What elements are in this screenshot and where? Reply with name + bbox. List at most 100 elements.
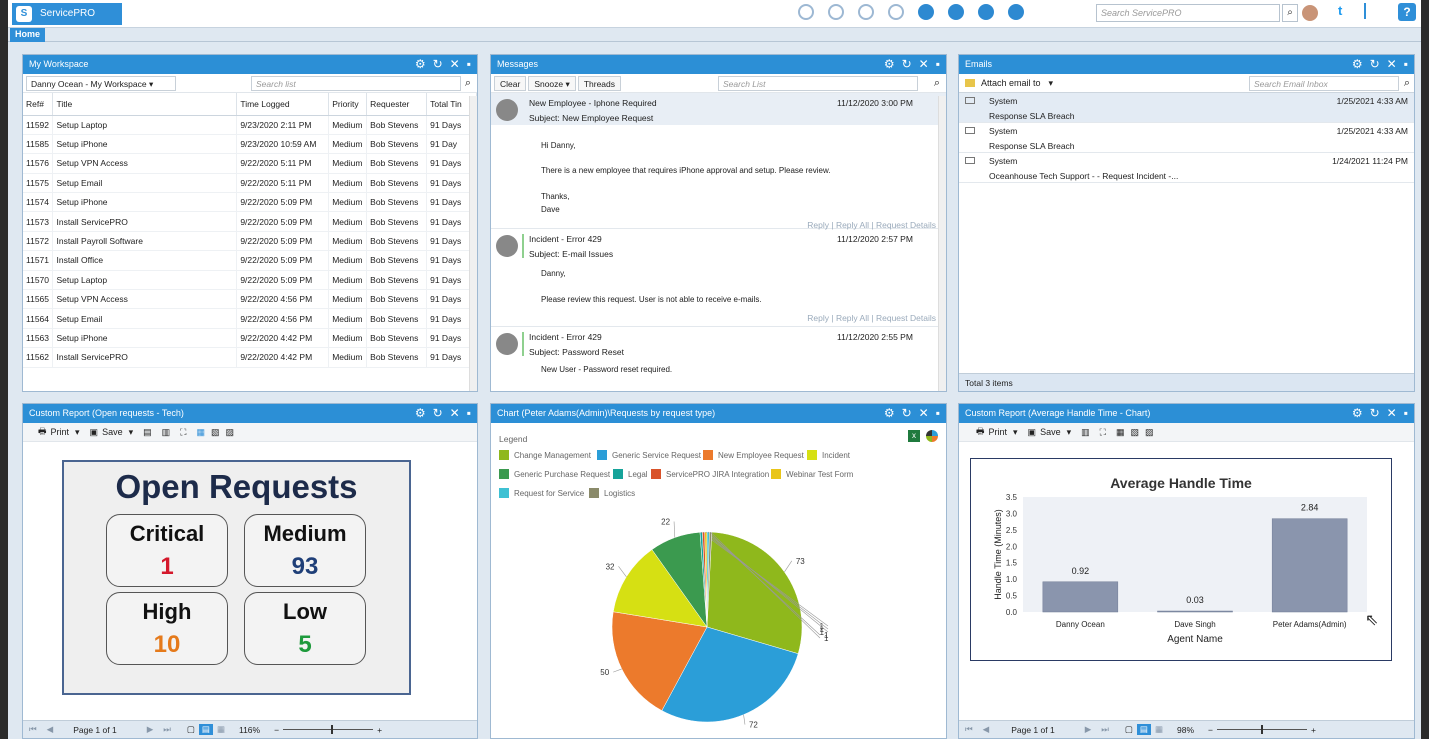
save-icon[interactable]: ▣: [1027, 426, 1037, 437]
save-button[interactable]: Save: [102, 427, 123, 437]
continuous-page-icon[interactable]: ▤: [198, 724, 213, 735]
print-button[interactable]: Print: [988, 427, 1008, 437]
single-page-icon[interactable]: ▢: [1124, 724, 1133, 734]
email-item[interactable]: System Response SLA Breach 1/25/2021 4:3…: [959, 93, 1414, 123]
pin-icon[interactable]: ▪: [1403, 406, 1408, 420]
snooze-button[interactable]: Snooze ▾: [528, 75, 576, 91]
zoom-in-icon[interactable]: +: [1310, 724, 1316, 735]
close-icon[interactable]: ✕: [449, 406, 460, 420]
help-icon[interactable]: ?: [1398, 3, 1416, 21]
column-header[interactable]: Title: [52, 93, 238, 116]
search-icon[interactable]: ⌕: [1282, 4, 1298, 22]
messages-search-input[interactable]: Search List: [718, 75, 918, 91]
refresh-icon[interactable]: ↻: [901, 57, 912, 71]
layout-icon[interactable]: ▧: [1130, 426, 1139, 437]
reply-all-link[interactable]: Reply All: [835, 220, 870, 230]
zoom-slider[interactable]: [1216, 725, 1307, 734]
table-row[interactable]: 11562 Install ServicePRO 9/22/2020 4:42 PM…: [23, 347, 477, 368]
pie-slice[interactable]: [661, 626, 799, 723]
next-page-icon[interactable]: ▶: [146, 724, 154, 734]
table-row[interactable]: 11592 Setup Laptop 9/23/2020 2:11 PM Medium…: [23, 115, 477, 135]
legend-item[interactable]: ServicePRO JIRA Integration: [651, 469, 769, 479]
threads-button[interactable]: Threads: [577, 75, 621, 91]
pin-icon[interactable]: ▪: [466, 406, 471, 420]
refresh-icon[interactable]: ↻: [1369, 57, 1380, 71]
prev-page-icon[interactable]: ◀: [982, 724, 990, 734]
reply-all-link[interactable]: Reply All: [835, 313, 870, 323]
prev-page-icon[interactable]: ◀: [46, 724, 54, 734]
workspace-search-input[interactable]: Search list: [251, 75, 461, 91]
pin-icon[interactable]: ▪: [935, 57, 940, 71]
pie-chart-icon[interactable]: [926, 430, 938, 442]
chevron-down-icon[interactable]: ▾: [1066, 426, 1072, 437]
attach-email-button[interactable]: Attach email to: [981, 78, 1041, 88]
chat-icon[interactable]: [858, 4, 874, 20]
table-row[interactable]: 11570 Setup Laptop 9/22/2020 5:09 PM Medium…: [23, 270, 477, 291]
user-icon[interactable]: [828, 4, 844, 20]
table-row[interactable]: 11575 Setup Email 9/22/2020 5:11 PM Medium B…: [23, 173, 477, 194]
request-details-link[interactable]: Request Details: [875, 220, 936, 230]
search-circle-icon[interactable]: [918, 4, 934, 20]
global-search-input[interactable]: Search ServicePRO: [1096, 4, 1280, 22]
last-page-icon[interactable]: ⏭: [163, 724, 171, 734]
settings-icon[interactable]: ⚙: [1351, 406, 1363, 420]
legend-item[interactable]: New Employee Request: [703, 450, 804, 460]
legend-item[interactable]: Incident: [807, 450, 850, 460]
legend-item[interactable]: Legal: [613, 469, 648, 479]
vertical-scrollbar[interactable]: [469, 96, 477, 391]
export2-icon[interactable]: ▥: [161, 426, 171, 437]
legend-item[interactable]: Generic Purchase Request: [499, 469, 610, 479]
zoom-thumb[interactable]: [331, 725, 334, 734]
refresh-icon[interactable]: ↻: [1369, 406, 1380, 420]
first-page-icon[interactable]: ⏮: [29, 724, 37, 734]
request-details-link[interactable]: Request Details: [875, 313, 936, 323]
legend-item[interactable]: Request for Service: [499, 488, 584, 498]
close-icon[interactable]: ✕: [918, 406, 929, 420]
next-page-icon[interactable]: ▶: [1084, 724, 1092, 734]
timer-icon[interactable]: [798, 4, 814, 20]
email-item[interactable]: System Response SLA Breach 1/25/2021 4:3…: [959, 123, 1414, 153]
message-item[interactable]: Incident - Error 429 Subject: E-mail Iss…: [491, 229, 946, 327]
binoculars-icon[interactable]: ⛶: [180, 426, 187, 437]
close-icon[interactable]: ✕: [1386, 406, 1397, 420]
chevron-down-icon[interactable]: ▾: [75, 426, 80, 437]
pie-slice[interactable]: [706, 531, 803, 655]
clock-icon[interactable]: [978, 4, 994, 20]
pin-icon[interactable]: ▪: [935, 406, 940, 420]
single-page-icon[interactable]: ▢: [186, 724, 195, 734]
settings-icon[interactable]: ⚙: [883, 406, 895, 420]
table-row[interactable]: 11573 Install ServicePRO 9/22/2020 5:09 PM…: [23, 211, 477, 232]
refresh-icon[interactable]: ↻: [432, 57, 443, 71]
zoom-out-icon[interactable]: −: [1208, 724, 1213, 735]
table-row[interactable]: 11572 Install Payroll Software 9/22/2020 5…: [23, 231, 477, 252]
legend-item[interactable]: Change Management: [499, 450, 591, 460]
bar[interactable]: [1271, 518, 1348, 613]
table-row[interactable]: 11571 Install Office 9/22/2020 5:09 PM Medi…: [23, 250, 477, 271]
search-icon[interactable]: ⌕: [933, 76, 940, 89]
twitter-icon[interactable]: t: [1338, 3, 1343, 18]
vertical-scrollbar[interactable]: [938, 96, 946, 391]
column-header[interactable]: Time Logged: [236, 93, 330, 116]
settings-icon[interactable]: ⚙: [883, 57, 895, 71]
search-icon[interactable]: ⌕: [464, 76, 471, 89]
zoom-thumb[interactable]: [1260, 725, 1263, 734]
reply-link[interactable]: Reply: [807, 220, 829, 230]
table-row[interactable]: 11565 Setup VPN Access 9/22/2020 4:56 PM Me…: [23, 289, 477, 310]
legend-item[interactable]: Logistics: [589, 488, 635, 498]
workspace-selector[interactable]: Danny Ocean - My Workspace ▾: [26, 75, 176, 91]
binoculars-icon[interactable]: ⛶: [1099, 426, 1106, 437]
pie-slice[interactable]: [611, 611, 708, 711]
pin-icon[interactable]: ▪: [1403, 57, 1408, 71]
chevron-down-icon[interactable]: ▾: [128, 426, 134, 437]
printer-icon[interactable]: 🖶: [38, 426, 47, 436]
clear-button[interactable]: Clear: [494, 75, 527, 91]
settings-icon[interactable]: ⚙: [1351, 57, 1363, 71]
zoom-slider[interactable]: [283, 725, 374, 734]
print-button[interactable]: Print: [50, 427, 70, 437]
bar[interactable]: [1157, 610, 1233, 613]
export-icon[interactable]: ▥: [1081, 426, 1090, 437]
pin-icon[interactable]: ▪: [466, 57, 471, 71]
message-item[interactable]: New Employee - Iphone Required Subject: …: [491, 93, 946, 230]
export-icon[interactable]: ▤: [143, 426, 152, 437]
save-button[interactable]: Save: [1040, 427, 1061, 437]
